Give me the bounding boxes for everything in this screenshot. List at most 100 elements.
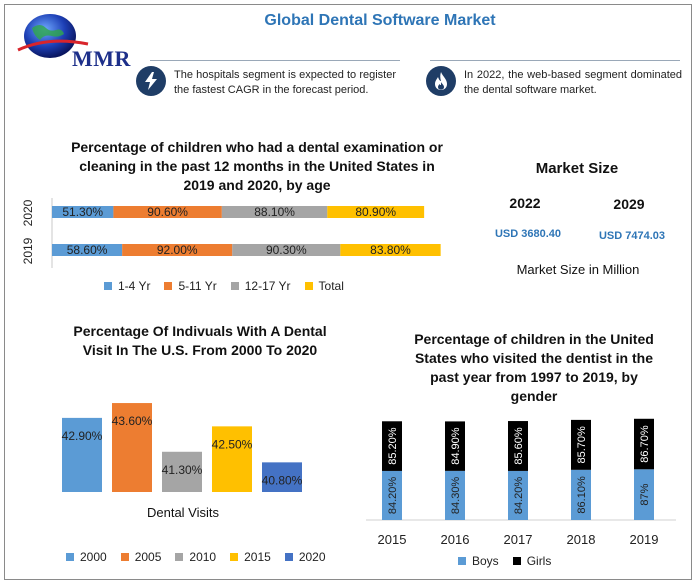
globe-icon [17,14,89,58]
lightning-icon [136,66,166,96]
market-value-2022: USD 3680.40 [494,228,562,240]
legend-item: 2005 [120,550,162,564]
data-label: 40.80% [262,473,303,487]
data-label: 51.30% [62,205,103,219]
info-text: In 2022, the web-based segment dominated… [464,69,682,96]
market-size-unit-note: Market Size in Million [516,262,640,277]
bar-segment [113,206,222,218]
bar-segment [382,421,402,471]
legend-label: 5-11 Yr [178,279,217,293]
legend-label: Boys [472,554,499,568]
chart2-xlabel: Dental Visits [146,505,219,520]
bar [162,451,202,492]
bar-segment [122,244,233,256]
bar [112,403,152,492]
chart2-svg: 42.90% 43.60% 41.30% 42.50% 40.80% [62,403,303,492]
market-year-2029: 2029 [613,196,645,212]
legend-item: 2020 [284,550,326,564]
data-label: 90.30% [266,243,307,257]
category-label: 2020 [21,199,35,226]
legend-item: 2000 [66,550,107,564]
legend-label: 2015 [244,550,271,564]
legend-item: 2010 [175,550,216,564]
logo-text: MMR [72,46,131,71]
chart2-legend: 2000 2005 2010 2015 2020 [66,550,340,564]
legend-label: 12-17 Yr [244,279,291,293]
chart1-legend: 1-4 Yr 5-11 Yr 12-17 Yr Total [104,279,358,293]
bar-segment [634,469,654,520]
legend-item: 12-17 Yr [230,279,291,293]
bar-segment [221,206,328,218]
legend-label: Total [318,279,344,293]
divider [430,60,680,61]
chart1-svg: 2020 51.30% 90.60% 88.10% 80.90% 2019 58.60% 92… [21,198,441,268]
legend-swatch [512,557,521,565]
data-label: 84.20% [387,477,399,515]
bar [62,417,102,492]
data-label: 85.60% [513,427,525,465]
legend-label: 2010 [189,550,217,564]
bar [212,426,252,492]
tick-label: 2019 [630,532,659,547]
data-label: 92.00% [157,243,198,257]
data-label: 58.60% [67,243,108,257]
data-label: 84.20% [513,477,525,515]
data-label: 85.20% [387,427,399,465]
data-label: 80.90% [355,205,396,219]
page-title: Global Dental Software Market [264,12,496,29]
legend-swatch [120,553,129,561]
bar [262,462,302,492]
legend-swatch [164,282,173,290]
bar-segment [445,421,465,471]
data-label: 85.70% [576,426,588,464]
data-label: 87% [639,483,651,505]
chart1-title: Percentage of children who had a dental … [71,139,443,193]
legend-label: 2005 [134,550,162,564]
chart2-title: Percentage Of Indivuals With A Dental Vi… [73,323,327,358]
legend-swatch [284,553,293,561]
chart3-legend: Boys Girls [458,554,565,568]
mmr-logo: MMR [14,10,154,71]
info-text: The hospitals segment is expected to reg… [174,69,396,96]
data-label: 84.30% [450,477,462,515]
data-label: 84.90% [450,427,462,465]
bar-segment [571,419,591,470]
bar-segment [445,470,465,520]
bar-segment [52,206,114,218]
chart3-svg: 84.20% 85.20% 2015 84.30% 84.90% 2016 84.20% 85… [366,418,676,547]
data-label: 42.50% [212,437,253,451]
bar-segment [571,469,591,520]
bar-segment [508,421,528,471]
chart3-title: Percentage of children in the United Sta… [414,331,654,404]
flame-icon [426,66,456,96]
legend-item: 2015 [230,550,271,564]
data-label: 86.70% [639,425,651,463]
legend-label: Girls [526,554,552,568]
bar-segment [634,418,654,470]
divider [150,60,400,61]
bar-segment [52,244,123,256]
legend-swatch [458,557,466,565]
legend-label: 2020 [298,550,326,564]
data-label: 90.60% [147,205,188,219]
data-label: 86.10% [576,476,588,514]
legend-item: 5-11 Yr [164,279,217,293]
legend-item: 1-4 Yr [104,279,150,293]
bar-segment [327,206,425,218]
legend-item: Total [304,279,344,293]
data-label: 41.30% [162,463,203,477]
tick-label: 2017 [504,532,533,547]
data-label: 43.60% [112,414,153,428]
info-box-web-based: In 2022, the web-based segment dominated… [426,64,684,104]
tick-label: 2015 [378,532,407,547]
legend-item: Boys [458,554,499,568]
market-size-heading: Market Size [535,160,619,177]
bar-segment [382,470,402,520]
category-label: 2019 [21,237,35,264]
data-label: 42.90% [62,429,103,443]
data-label: 83.80% [370,243,411,257]
legend-label: 1-4 Yr [118,279,151,293]
legend-swatch [230,282,239,290]
legend-swatch [66,553,74,561]
legend-swatch [175,553,184,561]
